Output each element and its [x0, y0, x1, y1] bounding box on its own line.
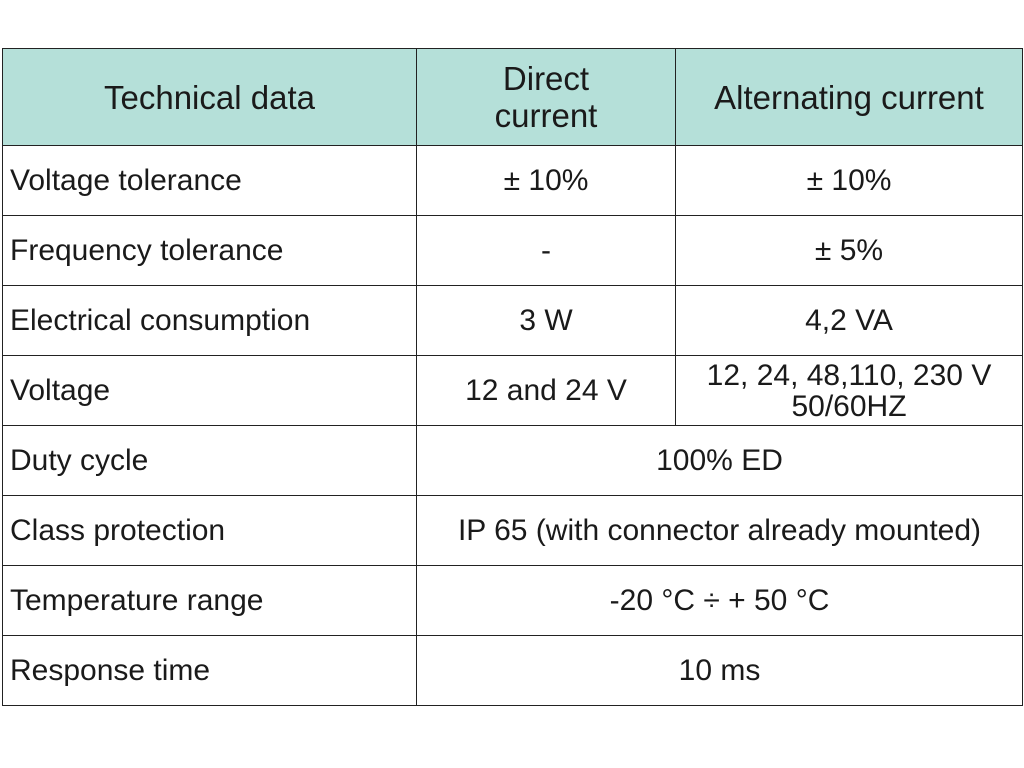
table-row: Voltage tolerance ± 10% ± 10%: [2, 145, 1023, 216]
table-row: Electrical consumption 3 W 4,2 VA: [2, 285, 1023, 356]
ac-value: ± 5%: [675, 215, 1023, 286]
row-label: Electrical consumption: [2, 285, 417, 356]
table-header: Technical data Direct current Alternatin…: [2, 48, 1023, 146]
ac-value: ± 10%: [675, 145, 1023, 216]
dc-value: -: [416, 215, 676, 286]
row-label: Class protection: [2, 495, 417, 566]
header-alternating-current: Alternating current: [675, 48, 1023, 146]
row-label: Response time: [2, 635, 417, 706]
table-row: Duty cycle 100% ED: [2, 425, 1023, 496]
table-body: Voltage tolerance ± 10% ± 10% Frequency …: [2, 145, 1023, 706]
ac-value-line-2: 50/60HZ: [791, 389, 907, 423]
shared-value: 10 ms: [416, 635, 1023, 706]
row-label: Duty cycle: [2, 425, 417, 496]
header-row: Technical data Direct current Alternatin…: [2, 48, 1023, 146]
technical-data-table: Technical data Direct current Alternatin…: [2, 48, 1023, 706]
row-label: Voltage tolerance: [2, 145, 417, 216]
dc-value: 12 and 24 V: [416, 355, 676, 426]
table-row: Frequency tolerance - ± 5%: [2, 215, 1023, 286]
table-row: Voltage 12 and 24 V 12, 24, 48,110, 230 …: [2, 355, 1023, 426]
ac-value-line-1: 12, 24, 48,110, 230 V: [706, 358, 992, 392]
ac-value: 12, 24, 48,110, 230 V 50/60HZ: [675, 355, 1023, 426]
shared-value: 100% ED: [416, 425, 1023, 496]
dc-value: 3 W: [416, 285, 676, 356]
shared-value: IP 65 (with connector already mounted): [416, 495, 1023, 566]
table-row: Temperature range -20 °C ÷ + 50 °C: [2, 565, 1023, 636]
header-direct-current: Direct current: [416, 48, 676, 146]
table-row: Class protection IP 65 (with connector a…: [2, 495, 1023, 566]
header-technical-data: Technical data: [2, 48, 417, 146]
shared-value: -20 °C ÷ + 50 °C: [416, 565, 1023, 636]
technical-data-table-container: Technical data Direct current Alternatin…: [2, 48, 1023, 706]
row-label: Temperature range: [2, 565, 417, 636]
ac-value: 4,2 VA: [675, 285, 1023, 356]
dc-value: ± 10%: [416, 145, 676, 216]
row-label: Voltage: [2, 355, 417, 426]
row-label: Frequency tolerance: [2, 215, 417, 286]
table-row: Response time 10 ms: [2, 635, 1023, 706]
